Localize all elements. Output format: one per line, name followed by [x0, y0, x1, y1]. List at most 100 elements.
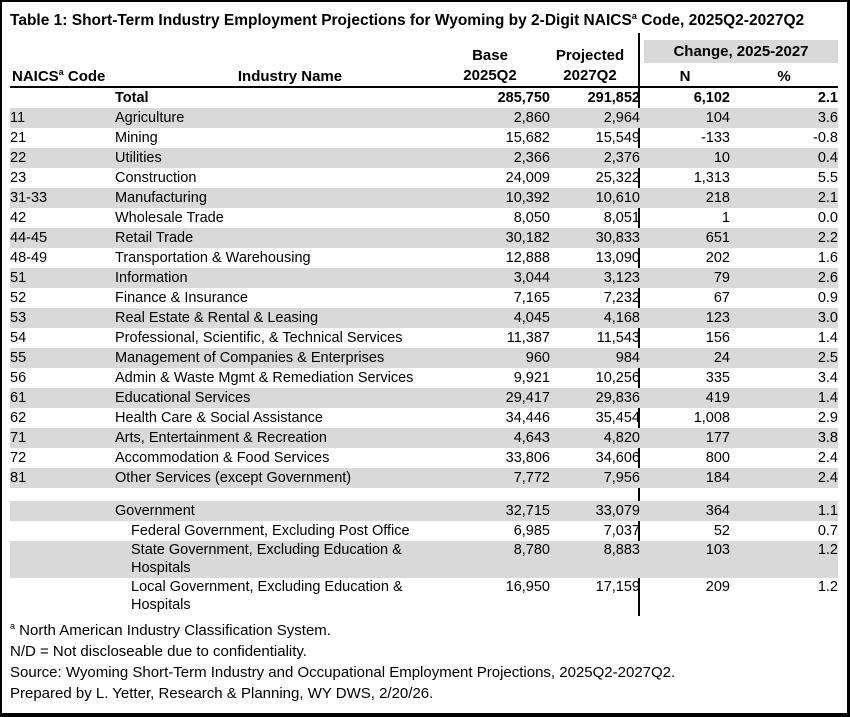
base-employment-cell: 34,446: [505, 410, 550, 426]
table-row: 23 Construction 24,009 25,322 1,313 5.5: [10, 168, 838, 188]
header-naics-suffix: Code: [63, 68, 106, 85]
footnote-prepared: Prepared by L. Yetter, Research & Planni…: [10, 685, 434, 702]
projected-employment-cell: 4,820: [550, 428, 640, 448]
table-row: 31-33 Manufacturing 10,392 10,610 218 2.…: [10, 188, 838, 208]
projected-employment-cell: 4,168: [550, 308, 640, 328]
employment-projections-table: Total 285,750 291,852 6,102 2.1 11 Agric…: [10, 88, 838, 615]
industry-name-cell: Utilities: [115, 148, 465, 168]
industry-name-cell: Agriculture: [115, 108, 465, 128]
change-percent-cell: 5.5: [817, 170, 838, 186]
naics-code-cell: 71: [10, 428, 115, 448]
projected-employment-cell: 7,037: [603, 523, 640, 539]
base-employment-cell: 30,182: [465, 228, 550, 248]
table-row: 71 Arts, Entertainment & Recreation 4,64…: [10, 428, 838, 448]
projected-employment-cell: [550, 488, 640, 501]
header-proj-line1: Projected: [555, 47, 625, 64]
change-n-cell: 24: [640, 348, 730, 368]
naics-code-cell: 53: [10, 308, 115, 328]
footnotes: a North American Industry Classification…: [10, 620, 838, 704]
footnote-source: Source: Wyoming Short-Term Industry and …: [10, 664, 676, 681]
change-n-cell: 1,313: [693, 170, 730, 186]
projected-employment-cell: 15,549: [595, 130, 640, 146]
change-percent-cell: 1.6: [817, 250, 838, 266]
header-projected-quarter: Projected 2027Q2: [537, 46, 643, 86]
change-percent-cell: 0.4: [730, 148, 838, 168]
header-underline: [10, 86, 838, 88]
projected-employment-cell: 10,610: [550, 188, 640, 208]
change-percent-cell: 1.4: [817, 330, 838, 346]
base-employment-cell: 33,806: [505, 450, 550, 466]
projected-employment-cell: 34,606: [595, 450, 640, 466]
change-n-cell: 156: [705, 330, 730, 346]
industry-name-cell: Health Care & Social Assistance: [115, 410, 323, 426]
industry-name-cell: Management of Companies & Enterprises: [115, 348, 465, 368]
projected-employment-cell: 25,322: [595, 170, 640, 186]
table-row: 51 Information 3,044 3,123 79 2.6: [10, 268, 838, 288]
naics-code-cell: 11: [10, 108, 115, 128]
industry-name-cell: Admin & Waste Mgmt & Remediation Service…: [115, 370, 414, 386]
base-employment-cell: 15,682: [505, 130, 550, 146]
change-n-cell: 1: [721, 210, 730, 226]
projected-employment-cell: 2,376: [550, 148, 640, 168]
base-employment-cell: 2,860: [465, 108, 550, 128]
change-n-cell: 218: [640, 188, 730, 208]
change-percent-cell: 2.4: [730, 468, 838, 488]
table-row: 42 Wholesale Trade 8,050 8,051 1 0.0: [10, 208, 838, 228]
header-base-line2: 2025Q2: [463, 67, 517, 84]
change-percent-cell: 0.0: [817, 210, 838, 226]
base-employment-cell: 2,366: [465, 148, 550, 168]
change-n-cell: 335: [705, 370, 730, 386]
projected-employment-cell: 291,852: [587, 90, 640, 106]
base-employment-cell: 3,044: [465, 268, 550, 288]
change-percent-cell: -0.8: [813, 130, 838, 146]
change-percent-cell: 2.9: [817, 410, 838, 426]
header-industry-name: Industry Name: [237, 68, 343, 85]
base-employment-cell: 24,009: [505, 170, 550, 186]
table-row: 61 Educational Services 29,417 29,836 41…: [10, 388, 838, 408]
change-percent-cell: 2.6: [730, 268, 838, 288]
naics-code-cell: [10, 541, 115, 578]
change-percent-cell: 2.1: [817, 90, 838, 106]
table-row: 55 Management of Companies & Enterprises…: [10, 348, 838, 368]
industry-name-cell: Mining: [115, 130, 158, 146]
naics-code-cell: [10, 521, 115, 541]
footnote-naics-superscript: a: [10, 621, 16, 631]
change-percent-cell: 3.4: [817, 370, 838, 386]
change-percent-cell: 1.2: [730, 541, 838, 578]
change-n-cell: 67: [713, 290, 730, 306]
change-n-cell: 123: [640, 308, 730, 328]
table-row: 22 Utilities 2,366 2,376 10 0.4: [10, 148, 838, 168]
change-n-cell: 103: [640, 541, 730, 578]
change-percent-cell: 0.7: [817, 523, 838, 539]
table-row: 62 Health Care & Social Assistance 34,44…: [10, 408, 838, 428]
change-percent-cell: 2.5: [730, 348, 838, 368]
table-row: 54 Professional, Scientific, & Technical…: [10, 328, 838, 348]
base-employment-cell: 4,643: [465, 428, 550, 448]
change-percent-cell: 1.2: [817, 579, 838, 595]
change-n-cell: 184: [640, 468, 730, 488]
table-row: 52 Finance & Insurance 7,165 7,232 67 0.…: [10, 288, 838, 308]
base-employment-cell: 6,985: [513, 523, 550, 539]
table-row: 21 Mining 15,682 15,549 -133 -0.8: [10, 128, 838, 148]
naics-code-cell: 81: [10, 468, 115, 488]
naics-code-cell: 54: [10, 330, 27, 346]
projected-employment-cell: 3,123: [550, 268, 640, 288]
industry-name-cell: Professional, Scientific, & Technical Se…: [115, 330, 403, 346]
change-n-cell: 10: [640, 148, 730, 168]
change-percent-cell: 2.4: [817, 450, 838, 466]
base-employment-cell: 8,780: [465, 541, 550, 578]
footnote-naics: a North American Industry Classification…: [10, 620, 838, 641]
naics-code-cell: [10, 501, 115, 521]
projected-employment-cell: 11,543: [596, 330, 640, 346]
naics-code-cell: 44-45: [10, 228, 115, 248]
industry-name-cell: Arts, Entertainment & Recreation: [115, 428, 465, 448]
industry-name-cell: Transportation & Warehousing: [115, 250, 311, 266]
change-percent-cell: 1.4: [730, 388, 838, 408]
table-row: [10, 488, 838, 501]
industry-name-cell: Construction: [115, 170, 197, 186]
table-row: 44-45 Retail Trade 30,182 30,833 651 2.2: [10, 228, 838, 248]
base-employment-cell: 285,750: [497, 90, 550, 106]
naics-code-cell: [10, 578, 115, 615]
footnote-naics-text: North American Industry Classification S…: [15, 622, 331, 639]
